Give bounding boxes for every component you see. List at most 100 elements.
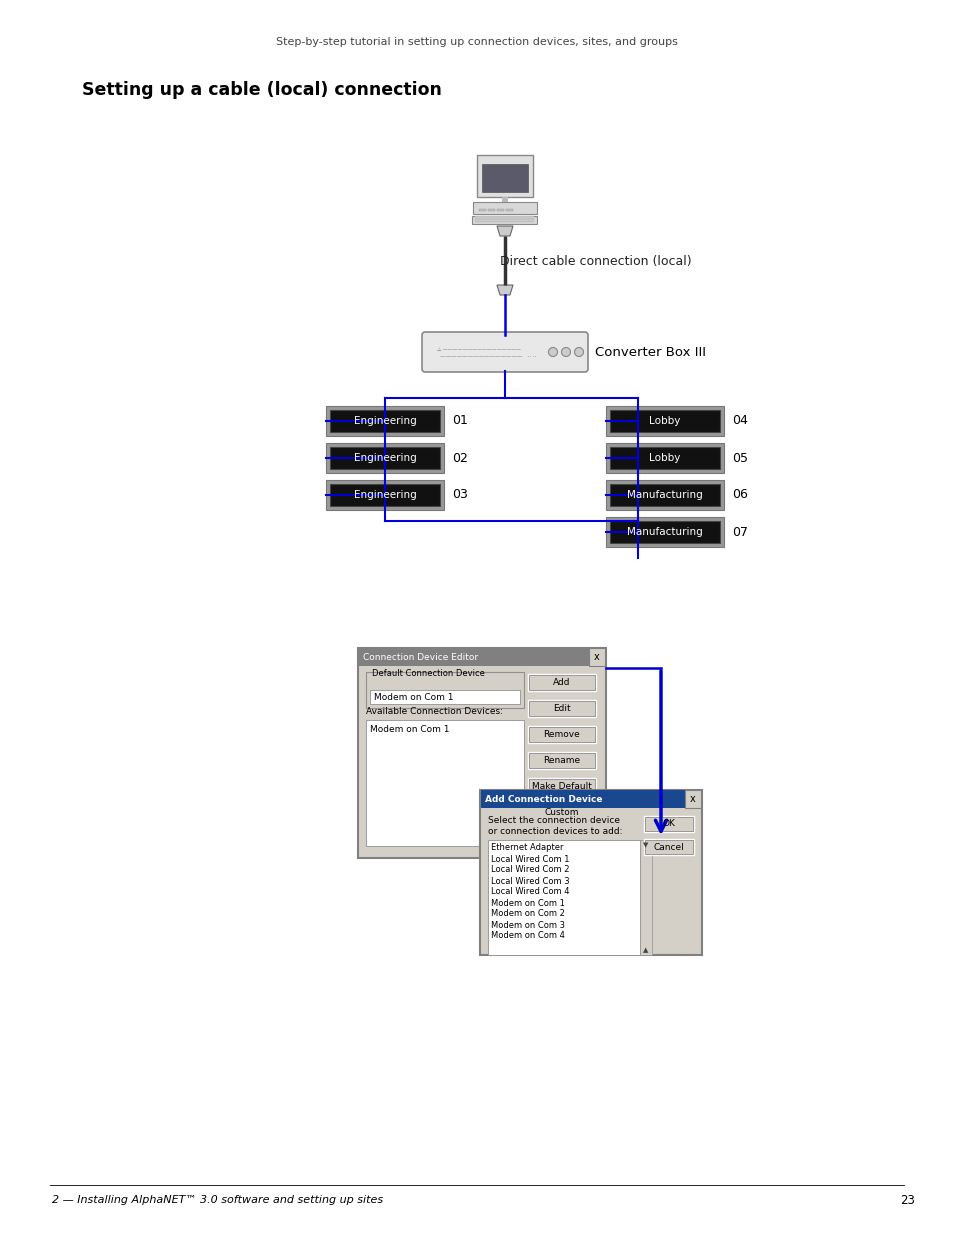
- FancyBboxPatch shape: [479, 790, 701, 955]
- FancyBboxPatch shape: [639, 840, 651, 955]
- Text: x: x: [594, 652, 599, 662]
- FancyBboxPatch shape: [366, 720, 523, 846]
- FancyBboxPatch shape: [529, 753, 595, 768]
- Text: 01: 01: [452, 415, 467, 427]
- FancyBboxPatch shape: [529, 701, 595, 716]
- Text: Make Default: Make Default: [532, 782, 591, 790]
- FancyBboxPatch shape: [473, 203, 537, 214]
- Circle shape: [548, 347, 557, 357]
- Text: ———————————————   ·· ··: ——————————————— ·· ··: [439, 353, 536, 358]
- FancyBboxPatch shape: [330, 484, 439, 506]
- Text: Default Connection Device: Default Connection Device: [372, 669, 484, 678]
- FancyBboxPatch shape: [330, 410, 439, 432]
- Text: 07: 07: [731, 526, 747, 538]
- FancyBboxPatch shape: [527, 804, 596, 821]
- FancyBboxPatch shape: [475, 221, 534, 222]
- FancyBboxPatch shape: [497, 209, 503, 211]
- Text: Local Wired Com 4: Local Wired Com 4: [491, 888, 569, 897]
- Text: Lobby: Lobby: [649, 453, 680, 463]
- FancyBboxPatch shape: [527, 752, 596, 769]
- Text: Modem on Com 3: Modem on Com 3: [491, 920, 564, 930]
- Text: Converter Box III: Converter Box III: [595, 346, 705, 358]
- Text: Add: Add: [553, 678, 570, 687]
- FancyBboxPatch shape: [421, 332, 587, 372]
- Text: or connection devices to add:: or connection devices to add:: [488, 827, 622, 836]
- Text: Modem on Com 2: Modem on Com 2: [491, 909, 564, 919]
- Text: Local Wired Com 2: Local Wired Com 2: [491, 866, 569, 874]
- FancyBboxPatch shape: [478, 209, 485, 211]
- Text: 06: 06: [731, 489, 747, 501]
- Text: Engineering: Engineering: [354, 453, 416, 463]
- Text: Remove: Remove: [543, 730, 579, 739]
- FancyBboxPatch shape: [326, 443, 443, 473]
- Text: Rename: Rename: [543, 756, 580, 764]
- Text: Manufacturing: Manufacturing: [626, 527, 702, 537]
- Text: 03: 03: [452, 489, 467, 501]
- FancyBboxPatch shape: [605, 443, 723, 473]
- FancyBboxPatch shape: [476, 156, 533, 198]
- Circle shape: [561, 347, 570, 357]
- FancyBboxPatch shape: [370, 690, 519, 704]
- Text: Engineering: Engineering: [354, 490, 416, 500]
- Text: ▲: ▲: [642, 947, 648, 953]
- FancyBboxPatch shape: [358, 648, 588, 666]
- FancyBboxPatch shape: [472, 216, 537, 224]
- Text: x: x: [689, 794, 695, 804]
- Text: 23: 23: [899, 1193, 914, 1207]
- FancyBboxPatch shape: [605, 517, 723, 547]
- Polygon shape: [497, 226, 513, 236]
- Text: Direct cable connection (local): Direct cable connection (local): [499, 256, 691, 268]
- FancyBboxPatch shape: [529, 676, 595, 690]
- FancyBboxPatch shape: [529, 779, 595, 794]
- FancyBboxPatch shape: [644, 840, 692, 853]
- FancyBboxPatch shape: [527, 674, 596, 692]
- FancyBboxPatch shape: [475, 219, 534, 220]
- FancyBboxPatch shape: [505, 209, 513, 211]
- Text: Add Connection Device: Add Connection Device: [484, 794, 602, 804]
- Text: Manufacturing: Manufacturing: [626, 490, 702, 500]
- FancyBboxPatch shape: [481, 164, 527, 191]
- FancyBboxPatch shape: [605, 406, 723, 436]
- FancyBboxPatch shape: [529, 727, 595, 742]
- FancyBboxPatch shape: [609, 484, 720, 506]
- Text: Step-by-step tutorial in setting up connection devices, sites, and groups: Step-by-step tutorial in setting up conn…: [275, 37, 678, 47]
- Text: Modem on Com 1: Modem on Com 1: [374, 693, 453, 701]
- Text: Lobby: Lobby: [649, 416, 680, 426]
- FancyBboxPatch shape: [605, 480, 723, 510]
- Circle shape: [574, 347, 583, 357]
- FancyBboxPatch shape: [609, 410, 720, 432]
- FancyBboxPatch shape: [366, 672, 523, 708]
- Polygon shape: [497, 285, 513, 295]
- Text: Select the connection device: Select the connection device: [488, 816, 619, 825]
- Text: Local Wired Com 1: Local Wired Com 1: [491, 855, 569, 863]
- FancyBboxPatch shape: [488, 840, 639, 955]
- Text: 05: 05: [731, 452, 747, 464]
- Text: ▼: ▼: [642, 842, 648, 848]
- Text: Available Connection Devices:: Available Connection Devices:: [366, 706, 502, 716]
- FancyBboxPatch shape: [529, 805, 595, 820]
- FancyBboxPatch shape: [527, 700, 596, 718]
- Text: Custom: Custom: [544, 808, 578, 818]
- FancyBboxPatch shape: [330, 447, 439, 469]
- Text: Connection Device Editor: Connection Device Editor: [363, 652, 477, 662]
- FancyBboxPatch shape: [527, 778, 596, 795]
- Text: Modem on Com 1: Modem on Com 1: [491, 899, 564, 908]
- FancyBboxPatch shape: [588, 648, 604, 666]
- FancyBboxPatch shape: [475, 215, 534, 217]
- Text: Cancel: Cancel: [653, 842, 683, 851]
- Text: ⚠ ————————————————: ⚠ ————————————————: [436, 347, 520, 352]
- FancyBboxPatch shape: [643, 816, 693, 832]
- Text: OK: OK: [662, 820, 675, 829]
- Text: 04: 04: [731, 415, 747, 427]
- FancyBboxPatch shape: [501, 198, 507, 203]
- FancyBboxPatch shape: [326, 406, 443, 436]
- FancyBboxPatch shape: [609, 521, 720, 543]
- FancyBboxPatch shape: [488, 209, 495, 211]
- Text: Modem on Com 1: Modem on Com 1: [370, 725, 449, 735]
- FancyBboxPatch shape: [609, 447, 720, 469]
- Text: Modem on Com 4: Modem on Com 4: [491, 931, 564, 941]
- Text: Ethernet Adapter: Ethernet Adapter: [491, 844, 563, 852]
- Text: 2 — Installing AlphaNET™ 3.0 software and setting up sites: 2 — Installing AlphaNET™ 3.0 software an…: [52, 1195, 383, 1205]
- Text: Setting up a cable (local) connection: Setting up a cable (local) connection: [82, 82, 441, 99]
- FancyBboxPatch shape: [684, 790, 700, 808]
